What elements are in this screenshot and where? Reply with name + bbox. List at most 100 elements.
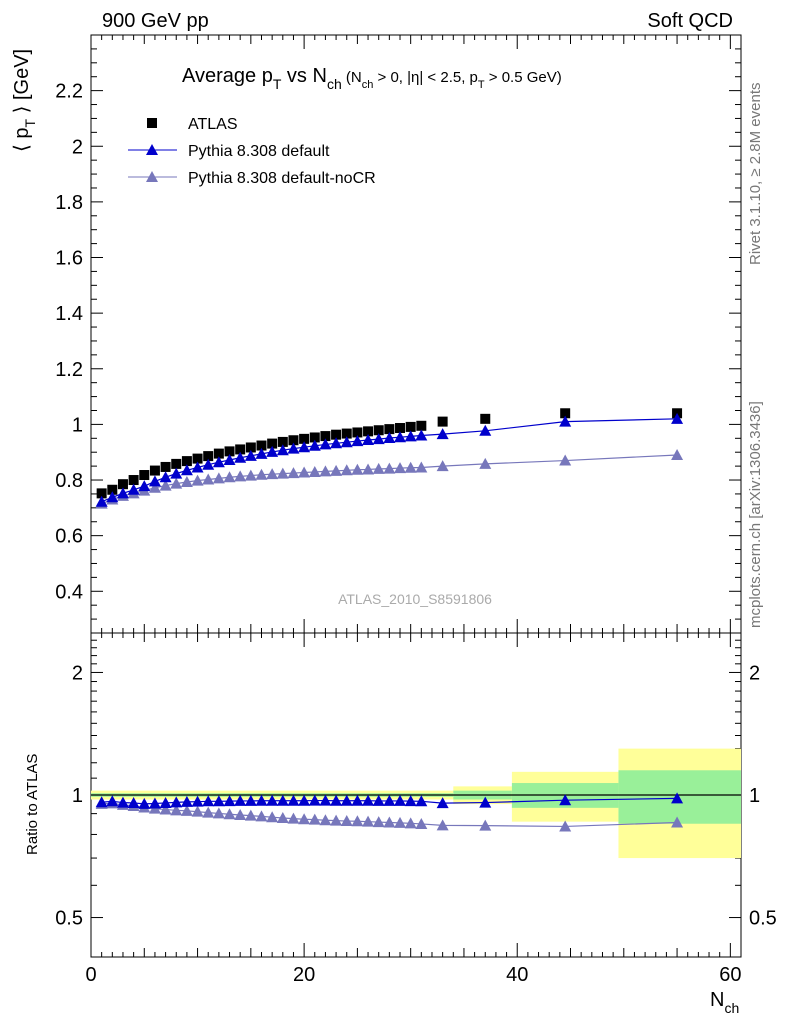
- ratio-nocr-point: [180, 804, 193, 816]
- default-data-point: [671, 412, 684, 424]
- energy-label: 900 GeV pp: [102, 10, 209, 32]
- nocr-data-point: [404, 461, 417, 473]
- ratio-y-tick-label-right: 2: [749, 662, 760, 684]
- default-data-point: [234, 451, 247, 463]
- title-main-sub: T: [273, 76, 282, 92]
- legend-nocr-marker: [146, 171, 158, 182]
- ratio-nocr-point: [319, 814, 332, 826]
- ratio-nocr-point: [159, 803, 172, 815]
- default-data-point: [330, 437, 343, 449]
- ratio-default-point: [266, 794, 279, 806]
- title-vs-sub: ch: [327, 76, 342, 92]
- default-data-point: [298, 441, 311, 453]
- atlas-data-point: [224, 446, 235, 457]
- default-data-point: [308, 439, 321, 451]
- atlas-data-point: [107, 484, 118, 495]
- atlas-data-point: [405, 421, 416, 432]
- ratio-default-point: [191, 795, 204, 807]
- atlas-data-point: [416, 420, 427, 431]
- ratio-y-axis-label: Ratio to ATLAS: [24, 754, 41, 855]
- ratio-nocr-point: [298, 813, 311, 825]
- atlas-data-point: [192, 453, 203, 464]
- ratio-default-point: [394, 794, 407, 806]
- ratio-nocr-point: [340, 815, 353, 827]
- default-data-point: [436, 428, 449, 440]
- default-data-point: [180, 464, 193, 476]
- default-data-point: [138, 480, 151, 492]
- nocr-data-point: [255, 468, 268, 480]
- default-data-point: [383, 432, 396, 444]
- ratio-default-point: [180, 795, 193, 807]
- default-data-point: [159, 471, 172, 483]
- atlas-data-point: [331, 429, 342, 440]
- nocr-data-point: [170, 477, 183, 489]
- analysis-watermark: ATLAS_2010_S8591806: [338, 591, 492, 607]
- ratio-default-point: [671, 792, 684, 804]
- ratio-nocr-point: [234, 809, 247, 821]
- default-data-point: [404, 430, 417, 442]
- title-cond-mid: > 0, |η| < 2.5, p: [373, 69, 478, 86]
- legend: ATLAS Pythia 8.308 default Pythia 8.308 …: [128, 116, 376, 187]
- ratio-nocr-point: [559, 820, 572, 832]
- ratio-default-point: [116, 796, 129, 808]
- ratio-default-point: [159, 796, 172, 808]
- nocr-data-point: [287, 467, 300, 479]
- default-data-point: [266, 445, 279, 457]
- ratio-nocr-point: [266, 811, 279, 823]
- ratio-default-point: [404, 795, 417, 807]
- ratio-nocr-point: [479, 819, 492, 831]
- nocr-data-point: [212, 472, 225, 484]
- atlas-data-point: [267, 438, 278, 449]
- ratio-y-tick-label: 2: [72, 662, 83, 684]
- legend-default-marker: [146, 144, 158, 155]
- nocr-data-point: [191, 474, 204, 486]
- atlas-data-point: [171, 458, 182, 469]
- nocr-data-point: [308, 465, 321, 477]
- ratio-default-point: [287, 794, 300, 806]
- main-plot-frame: 0.4 0.6 0.8 1 1.2 1.4 1.6 1.8 2 2.2: [55, 34, 742, 634]
- atlas-data-point: [437, 416, 448, 427]
- main-y-tick-label: 1.8: [55, 192, 83, 214]
- ratio-y-tick-label: 0.5: [55, 908, 83, 930]
- nocr-data-point: [372, 462, 385, 474]
- x-axis-label-sub: ch: [724, 1000, 739, 1016]
- plot-title: Average pT vs Nch (Nch > 0, |η| < 2.5, p…: [182, 65, 562, 92]
- ratio-nocr-point: [436, 819, 449, 831]
- ratio-default-point: [244, 794, 257, 806]
- ratio-nocr-point: [202, 806, 215, 818]
- atlas-data-point: [395, 423, 406, 434]
- atlas-data-point: [320, 431, 331, 442]
- main-y-tick-label: 2: [72, 136, 83, 158]
- ratio-default-point: [372, 794, 385, 806]
- title-cond-sub1: ch: [362, 79, 374, 91]
- ratio-nocr-point: [394, 816, 407, 828]
- main-y-tick-label: 1: [72, 414, 83, 436]
- atlas-data-point: [245, 442, 256, 453]
- atlas-data-point: [288, 435, 299, 446]
- ratio-default-point: [212, 795, 225, 807]
- ratio-default-point: [351, 794, 364, 806]
- ratio-nocr-point: [287, 812, 300, 824]
- nocr-data-point: [671, 448, 684, 460]
- ratio-default-point: [202, 795, 215, 807]
- atlas-data-point: [341, 428, 352, 439]
- ratio-default-point: [436, 797, 449, 809]
- atlas-data-point: [277, 436, 288, 447]
- rivet-label: Rivet 3.1.10, ≥ 2.8M events: [747, 83, 764, 266]
- default-data-point: [394, 431, 407, 443]
- ratio-nocr-point: [255, 810, 268, 822]
- atlas-data-point: [213, 448, 224, 459]
- ratio-default-point: [340, 794, 353, 806]
- ratio-default-point: [298, 794, 311, 806]
- default-data-point: [362, 433, 375, 445]
- ratio-y-tick-label-right: 0.5: [749, 908, 777, 930]
- atlas-data-point: [128, 475, 139, 486]
- atlas-data-point: [160, 461, 171, 472]
- main-y-tick-label: 1.6: [55, 248, 83, 270]
- main-y-tick-label: 1.2: [55, 359, 83, 381]
- default-data-point: [559, 415, 572, 427]
- default-data-point: [170, 467, 183, 479]
- ratio-default-point: [319, 794, 332, 806]
- nocr-data-point: [362, 463, 375, 475]
